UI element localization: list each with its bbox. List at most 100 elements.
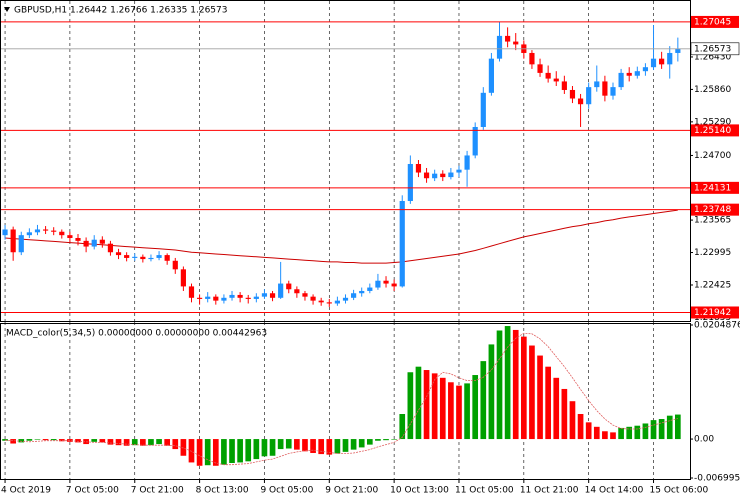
- candle-body: [237, 294, 243, 298]
- macd-bar: [375, 439, 381, 441]
- candle-body: [205, 296, 211, 299]
- candle-body: [75, 238, 81, 241]
- level-box: [691, 306, 739, 319]
- x-tick-label: 7 Oct 05:00: [66, 486, 119, 496]
- macd-bar: [448, 382, 454, 440]
- candle-body: [415, 163, 422, 173]
- candle-body: [448, 172, 454, 178]
- macd-bar: [107, 439, 114, 445]
- candle-body: [440, 173, 446, 178]
- macd-bar: [529, 345, 535, 440]
- macd-bar: [310, 439, 316, 453]
- macd-bar: [650, 420, 657, 440]
- candle-body: [496, 35, 503, 59]
- candle-body: [634, 71, 640, 76]
- macd-bar: [675, 414, 681, 440]
- y-tick-label: 1.26430: [694, 52, 731, 62]
- candle-body: [245, 297, 251, 299]
- candle-body: [675, 48, 681, 53]
- level-box: [691, 124, 739, 137]
- x-tick-label: 7 Oct 21:00: [131, 486, 184, 496]
- macd-bar: [229, 439, 235, 463]
- macd-bar: [464, 383, 470, 440]
- candle-body: [569, 89, 576, 99]
- y-tick-label: 1.25290: [694, 117, 731, 127]
- y-tick-label: 1.23565: [694, 216, 731, 226]
- x-tick-label: 14 Oct 14:00: [585, 486, 644, 496]
- macd-bar: [561, 388, 568, 440]
- x-tick-label: 8 Oct 13:00: [196, 486, 249, 496]
- x-tick-label: 9 Oct 21:00: [325, 486, 378, 496]
- macd-bar: [593, 426, 600, 440]
- candle-body: [383, 280, 389, 284]
- macd-bar: [480, 361, 487, 440]
- chart-title: GBPUSD,H1 1.26442 1.26766 1.26335 1.2657…: [14, 6, 227, 16]
- candle-body: [642, 67, 649, 72]
- macd-bar: [407, 372, 414, 440]
- candle-body: [278, 283, 284, 298]
- main-frame: [0, 0, 691, 322]
- candle-body: [456, 169, 462, 173]
- macd-bar: [358, 439, 365, 448]
- macd-bar: [204, 439, 211, 466]
- candle-body: [602, 81, 608, 96]
- candle-body: [253, 296, 259, 299]
- macd-bar: [423, 370, 430, 440]
- level-label: 1.21942: [694, 308, 731, 318]
- y-tick-label: 1.24700: [694, 151, 731, 161]
- macd-bar: [334, 439, 341, 454]
- y-tick-label: -0.006995: [694, 474, 740, 484]
- macd-bar: [42, 439, 49, 441]
- candle-body: [472, 126, 478, 156]
- x-tick-label: 10 Oct 13:00: [390, 486, 449, 496]
- candle-body: [318, 300, 324, 303]
- x-tick-label: 11 Oct 05:00: [455, 486, 514, 496]
- macd-bar: [666, 415, 673, 440]
- candle-body: [269, 293, 276, 298]
- candle-body: [464, 155, 470, 170]
- macd-bar: [156, 439, 162, 445]
- macd-bar: [2, 439, 8, 441]
- macd-bar: [277, 439, 284, 450]
- macd-bar: [496, 330, 503, 440]
- current-price-box: [690, 42, 740, 56]
- candle-body: [553, 78, 559, 82]
- macd-bar: [658, 419, 665, 440]
- candle-body: [594, 81, 600, 88]
- candle-body: [286, 283, 292, 290]
- y-tick-label: 1.22995: [694, 248, 731, 258]
- candle-body: [488, 58, 494, 93]
- candle-body: [294, 289, 300, 294]
- macd-bar: [245, 439, 252, 462]
- macd-title: MACD_color(5,34,5) 0.00000000 0.00000000…: [6, 329, 267, 339]
- macd-bar: [602, 431, 608, 440]
- macd-bar: [131, 439, 138, 446]
- macd-bar: [326, 439, 333, 455]
- candle-body: [351, 293, 357, 298]
- x-tick-label: 15 Oct 06:00: [650, 486, 709, 496]
- macd-bar: [294, 439, 300, 450]
- x-tick-label: 11 Oct 21:00: [520, 486, 579, 496]
- level-box: [691, 181, 739, 194]
- candle-body: [302, 293, 308, 297]
- macd-bar: [391, 439, 397, 440]
- candle-body: [197, 297, 203, 299]
- macd-bar: [237, 439, 243, 463]
- macd-bar: [26, 439, 33, 441]
- macd-bar: [318, 439, 325, 455]
- level-label: 1.25140: [694, 126, 731, 136]
- candle-body: [83, 240, 89, 247]
- candle-body: [51, 230, 57, 232]
- candle-body: [367, 287, 373, 291]
- macd-bar: [164, 439, 171, 446]
- macd-frame: [0, 323, 691, 480]
- macd-bar: [285, 439, 292, 449]
- macd-bar: [537, 355, 543, 440]
- candle-body: [164, 255, 170, 261]
- candle-body: [115, 252, 122, 256]
- macd-bar: [58, 439, 65, 442]
- candle-body: [667, 52, 673, 65]
- macd-bar: [212, 439, 219, 466]
